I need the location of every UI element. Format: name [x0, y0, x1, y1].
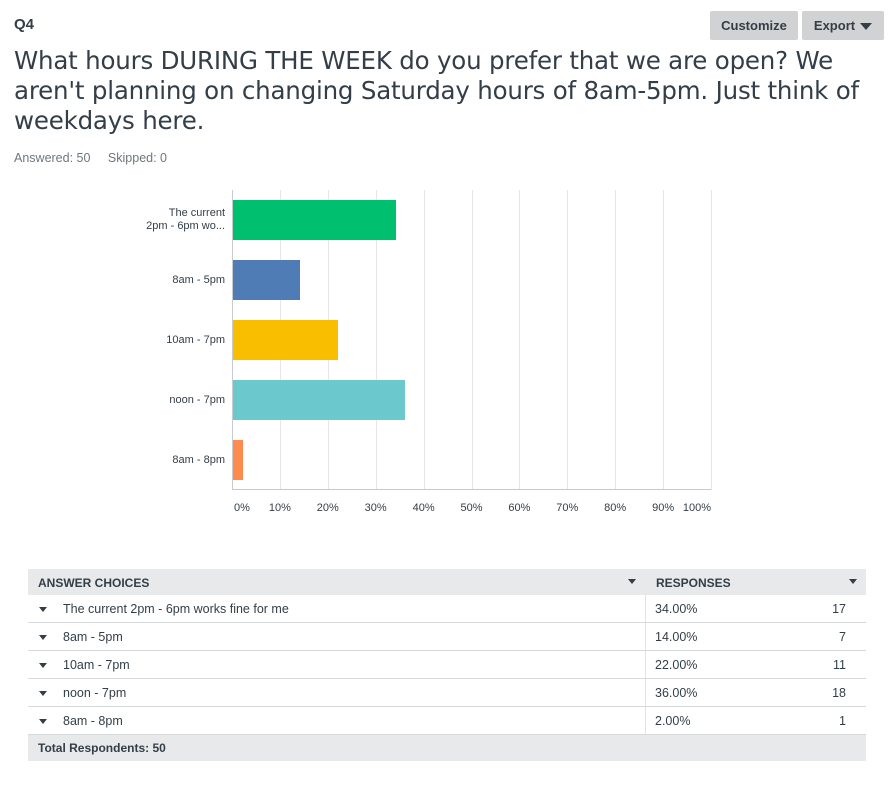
answered-count: Answered: 50: [14, 151, 91, 165]
x-tick-label: 20%: [316, 502, 339, 514]
category-label: noon - 7pm: [115, 394, 225, 407]
question-number: Q4: [14, 16, 35, 33]
x-tick-label: 0%: [234, 502, 250, 514]
export-button[interactable]: Export: [802, 11, 884, 40]
x-tick-label: 40%: [412, 502, 435, 514]
answer-choices-header[interactable]: ANSWER CHOICES: [38, 576, 150, 590]
answer-choice: The current 2pm - 6pm works fine for me: [63, 602, 289, 616]
response-percent: 2.00%: [655, 714, 691, 728]
category-label-line: 2pm - 6pm wo...: [146, 220, 225, 232]
response-percent: 22.00%: [655, 658, 698, 672]
response-count: 1: [839, 714, 846, 728]
x-tick-label: 30%: [364, 502, 387, 514]
expand-row-icon[interactable]: [39, 719, 47, 724]
answer-choice: 8am - 5pm: [63, 630, 123, 644]
answer-choice: noon - 7pm: [63, 686, 127, 700]
response-count: 7: [839, 630, 846, 644]
category-label-line: 8am - 5pm: [172, 273, 225, 286]
x-tick-label: 60%: [508, 502, 531, 514]
table-row: noon - 7pm 36.00% 18: [28, 679, 866, 707]
response-percent: 36.00%: [655, 686, 698, 700]
category-label-line: The current: [168, 207, 225, 219]
response-count: 11: [833, 658, 846, 672]
answer-choice: 10am - 7pm: [63, 658, 130, 672]
table-header: ANSWER CHOICES RESPONSES: [28, 569, 866, 595]
customize-label: Customize: [721, 18, 787, 33]
gridline: [615, 190, 616, 490]
table-row: The current 2pm - 6pm works fine for me 3…: [28, 595, 866, 623]
category-label: 8am - 8pm: [115, 454, 225, 467]
expand-row-icon[interactable]: [39, 635, 47, 640]
gridline: [376, 190, 377, 490]
response-count: 18: [832, 686, 846, 700]
y-axis: [232, 190, 233, 490]
sort-responses-icon[interactable]: [849, 579, 857, 584]
bar: [233, 440, 243, 480]
responses-header[interactable]: RESPONSES: [656, 576, 731, 590]
x-tick-label: 90%: [652, 502, 675, 514]
response-count: 17: [832, 602, 846, 616]
category-label-line: 8am - 8pm: [172, 453, 225, 466]
x-tick-label: 100%: [682, 502, 712, 514]
gridline: [472, 190, 473, 490]
expand-row-icon[interactable]: [39, 607, 47, 612]
answer-choice: 8am - 8pm: [63, 714, 123, 728]
bar: [233, 380, 406, 420]
question-title: What hours DURING THE WEEK do you prefer…: [14, 46, 859, 135]
customize-button[interactable]: Customize: [710, 11, 798, 40]
category-label-line: 10am - 7pm: [166, 333, 225, 346]
gridline: [328, 190, 329, 490]
bar: [233, 200, 396, 240]
sort-choices-icon[interactable]: [628, 579, 636, 584]
expand-row-icon[interactable]: [39, 691, 47, 696]
responses-table: ANSWER CHOICES RESPONSES The current 2pm…: [28, 569, 866, 761]
gridline: [519, 190, 520, 490]
x-tick-label: 70%: [556, 502, 579, 514]
gridline: [663, 190, 664, 490]
response-stats: Answered: 50 Skipped: 0: [14, 151, 181, 165]
x-tick-label: 50%: [460, 502, 483, 514]
column-divider: [645, 569, 646, 736]
x-axis: [232, 489, 711, 490]
gridline: [280, 190, 281, 490]
export-label: Export: [813, 18, 856, 33]
x-tick-label: 80%: [604, 502, 627, 514]
gridline: [424, 190, 425, 490]
x-tick-label: 10%: [268, 502, 291, 514]
skipped-count: Skipped: 0: [107, 151, 167, 165]
table-row: 8am - 8pm 2.00% 1: [28, 707, 866, 735]
response-percent: 34.00%: [655, 602, 698, 616]
table-row: 10am - 7pm 22.00% 11: [28, 651, 866, 679]
category-label: 8am - 5pm: [115, 274, 225, 287]
gridline: [567, 190, 568, 490]
category-label: The current 2pm - 6pm wo...: [115, 207, 225, 233]
response-percent: 14.00%: [655, 630, 698, 644]
total-respondents-row: Total Respondents: 50: [28, 735, 866, 761]
table-row: 8am - 5pm 14.00% 7: [28, 623, 866, 651]
category-label: 10am - 7pm: [115, 334, 225, 347]
caret-down-icon: [860, 22, 873, 30]
bar: [233, 320, 339, 360]
total-respondents: Total Respondents: 50: [38, 741, 166, 755]
gridline: [711, 190, 712, 490]
bar: [233, 260, 301, 300]
category-label-line: noon - 7pm: [169, 393, 225, 406]
expand-row-icon[interactable]: [39, 663, 47, 668]
